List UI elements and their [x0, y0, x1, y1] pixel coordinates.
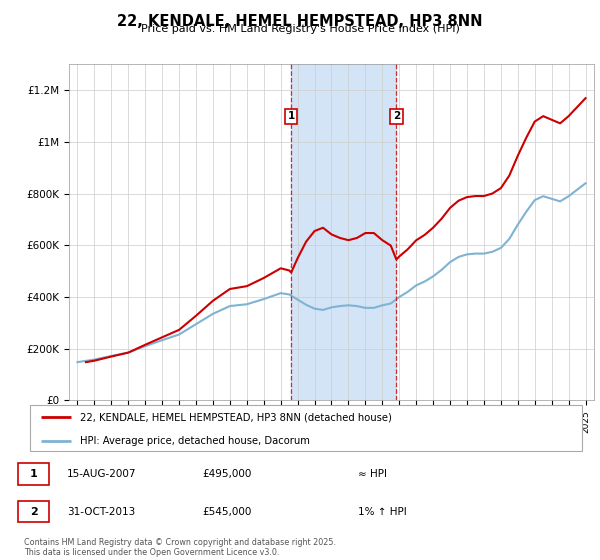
Text: 15-AUG-2007: 15-AUG-2007: [67, 469, 136, 479]
Text: 1: 1: [287, 111, 295, 122]
Text: HPI: Average price, detached house, Dacorum: HPI: Average price, detached house, Daco…: [80, 436, 310, 446]
Text: 22, KENDALE, HEMEL HEMPSTEAD, HP3 8NN (detached house): 22, KENDALE, HEMEL HEMPSTEAD, HP3 8NN (d…: [80, 412, 392, 422]
FancyBboxPatch shape: [18, 501, 49, 522]
FancyBboxPatch shape: [30, 405, 582, 451]
Text: 22, KENDALE, HEMEL HEMPSTEAD, HP3 8NN: 22, KENDALE, HEMEL HEMPSTEAD, HP3 8NN: [117, 14, 483, 29]
Text: 2: 2: [30, 506, 37, 516]
Text: £545,000: £545,000: [202, 506, 251, 516]
Text: £495,000: £495,000: [202, 469, 251, 479]
Text: Contains HM Land Registry data © Crown copyright and database right 2025.
This d: Contains HM Land Registry data © Crown c…: [24, 538, 336, 557]
Text: ≈ HPI: ≈ HPI: [358, 469, 386, 479]
Text: Price paid vs. HM Land Registry's House Price Index (HPI): Price paid vs. HM Land Registry's House …: [140, 24, 460, 34]
Text: 2: 2: [393, 111, 400, 122]
Bar: [291, 64, 397, 400]
Text: 1: 1: [30, 469, 37, 479]
Text: 31-OCT-2013: 31-OCT-2013: [67, 506, 135, 516]
Text: 1% ↑ HPI: 1% ↑ HPI: [358, 506, 406, 516]
FancyBboxPatch shape: [18, 463, 49, 484]
